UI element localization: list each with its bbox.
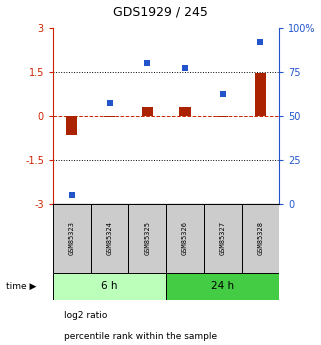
- Bar: [142, 107, 153, 116]
- Bar: [128, 204, 166, 273]
- Text: GSM85323: GSM85323: [69, 221, 75, 255]
- Bar: [53, 273, 166, 300]
- Point: [107, 100, 112, 106]
- Bar: [53, 204, 91, 273]
- Text: GSM85328: GSM85328: [257, 221, 264, 255]
- Bar: [166, 273, 279, 300]
- Text: 6 h: 6 h: [101, 282, 118, 291]
- Point: [69, 192, 74, 197]
- Text: GSM85327: GSM85327: [220, 221, 226, 255]
- Text: percentile rank within the sample: percentile rank within the sample: [64, 332, 217, 341]
- Text: GSM85325: GSM85325: [144, 221, 150, 255]
- Text: GSM85324: GSM85324: [107, 221, 113, 255]
- Bar: [104, 116, 115, 117]
- Bar: [66, 116, 77, 135]
- Point: [258, 39, 263, 45]
- Bar: [204, 204, 241, 273]
- Text: GDS1929 / 245: GDS1929 / 245: [113, 6, 208, 19]
- Text: log2 ratio: log2 ratio: [64, 311, 108, 320]
- Text: GSM85326: GSM85326: [182, 221, 188, 255]
- Bar: [241, 204, 279, 273]
- Text: time ▶: time ▶: [6, 282, 37, 291]
- Point: [220, 92, 225, 97]
- Bar: [217, 116, 228, 117]
- Bar: [255, 73, 266, 116]
- Text: 24 h: 24 h: [211, 282, 234, 291]
- Bar: [166, 204, 204, 273]
- Point: [182, 65, 187, 71]
- Bar: [179, 107, 191, 116]
- Point: [145, 60, 150, 66]
- Bar: [91, 204, 128, 273]
